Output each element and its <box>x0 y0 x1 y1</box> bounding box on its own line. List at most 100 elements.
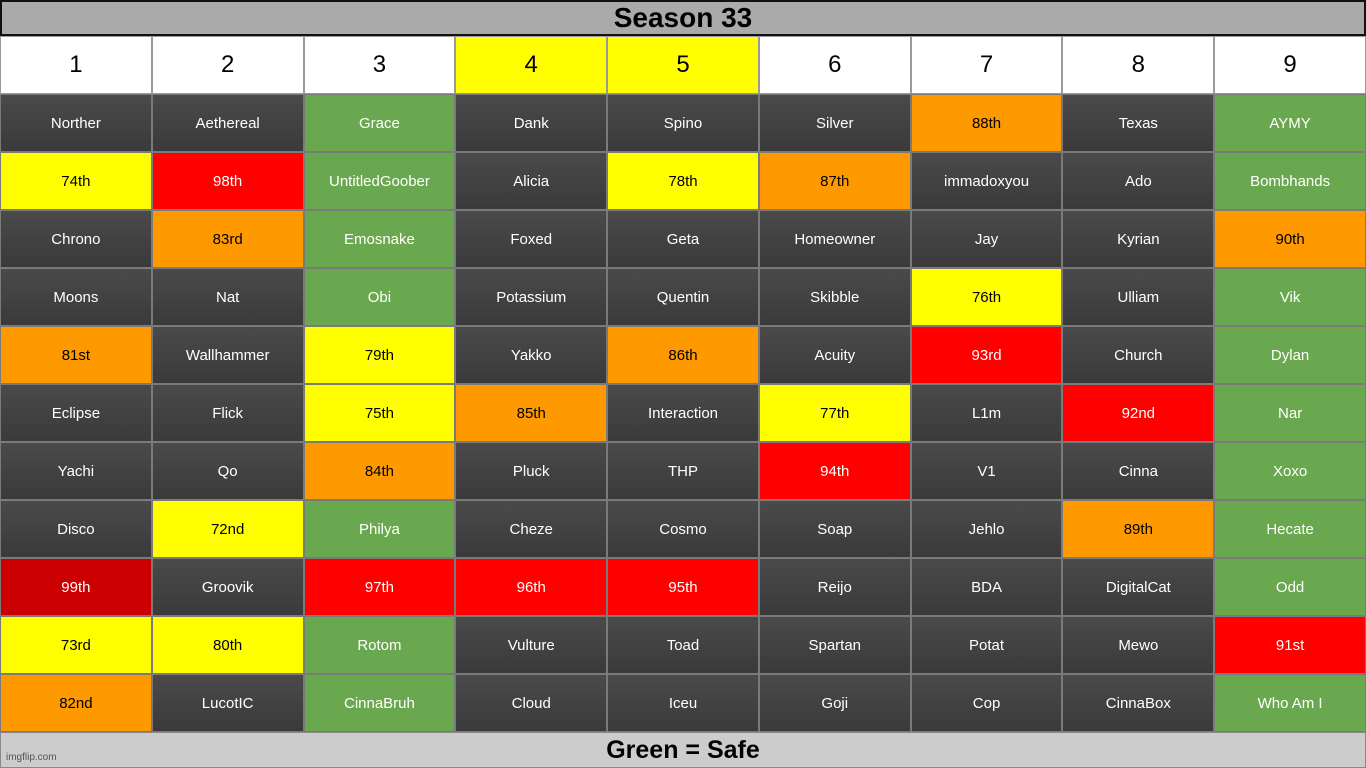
grid-cell: Skibble <box>758 268 911 326</box>
grid-cell: Silver <box>758 94 911 152</box>
grid-cell: LucotIC <box>151 674 304 732</box>
grid-cell: CinnaBox <box>1062 674 1215 732</box>
grid-cell: 83rd <box>151 210 304 268</box>
grid-cell: 79th <box>303 326 456 384</box>
grid-cell: V1 <box>910 442 1063 500</box>
grid-cell: 81st <box>0 326 152 384</box>
grid-cell: Eclipse <box>0 384 152 442</box>
grid-cell: Who Am I <box>1214 674 1366 732</box>
grid-cell: Ado <box>1062 152 1215 210</box>
grid-cell: Philya <box>303 500 456 558</box>
column-header-5: 5 <box>607 36 759 94</box>
grid-cell: Spino <box>607 94 759 152</box>
grid-cell: Hecate <box>1214 500 1366 558</box>
grid-cell: Reijo <box>758 558 911 616</box>
grid-cell: Ulliam <box>1062 268 1215 326</box>
grid-cell: Cop <box>910 674 1063 732</box>
grid-cell: Cheze <box>455 500 608 558</box>
grid-cell: Moons <box>0 268 152 326</box>
grid-cell: 73rd <box>0 616 152 674</box>
column-header-9: 9 <box>1214 36 1366 94</box>
grid-cell: 74th <box>0 152 152 210</box>
grid-cell: Interaction <box>607 384 759 442</box>
grid-cell: 94th <box>758 442 911 500</box>
grid-cell: Yachi <box>0 442 152 500</box>
grid-cell: 90th <box>1214 210 1366 268</box>
column-header-7: 7 <box>910 36 1063 94</box>
grid-cell: 92nd <box>1062 384 1215 442</box>
column-header-4: 4 <box>455 36 608 94</box>
grid-cell: Aethereal <box>151 94 304 152</box>
grid-cell: 77th <box>758 384 911 442</box>
grid-cell: Texas <box>1062 94 1215 152</box>
grid-cell: Toad <box>607 616 759 674</box>
grid-cell: Groovik <box>151 558 304 616</box>
grid-cell: Chrono <box>0 210 152 268</box>
legend-footer: Green = Safe <box>0 732 1366 768</box>
grid-cell: Disco <box>0 500 152 558</box>
grid-cell: Goji <box>758 674 911 732</box>
grid-cell: Cinna <box>1062 442 1215 500</box>
grid-cell: Kyrian <box>1062 210 1215 268</box>
grid-cell: Jay <box>910 210 1063 268</box>
grid-cell: immadoxyou <box>910 152 1063 210</box>
grid-cell: 80th <box>151 616 304 674</box>
grid-cell: Bombhands <box>1214 152 1366 210</box>
grid-cell: Potat <box>910 616 1063 674</box>
grid-cell: 78th <box>607 152 759 210</box>
column-header-8: 8 <box>1062 36 1215 94</box>
grid-cell: 96th <box>455 558 608 616</box>
grid-cell: 91st <box>1214 616 1366 674</box>
grid-cell: Nar <box>1214 384 1366 442</box>
grid-cell: AYMY <box>1214 94 1366 152</box>
grid-cell: Dank <box>455 94 608 152</box>
grid-cell: Wallhammer <box>151 326 304 384</box>
grid-cell: Obi <box>303 268 456 326</box>
column-header-3: 3 <box>303 36 456 94</box>
grid-cell: 95th <box>607 558 759 616</box>
grid-cell: Nat <box>151 268 304 326</box>
grid-cell: Iceu <box>607 674 759 732</box>
grid-cell: Church <box>1062 326 1215 384</box>
grid-cell: 72nd <box>151 500 304 558</box>
grid-cell: 99th <box>0 558 152 616</box>
grid-cell: Mewo <box>1062 616 1215 674</box>
grid-cell: Cloud <box>455 674 608 732</box>
grid-cell: Vulture <box>455 616 608 674</box>
grid-cell: Foxed <box>455 210 608 268</box>
grid-cell: 93rd <box>910 326 1063 384</box>
grid-cell: Quentin <box>607 268 759 326</box>
grid-cell: 84th <box>303 442 456 500</box>
grid-cell: 88th <box>910 94 1063 152</box>
grid-cell: 97th <box>303 558 456 616</box>
grid-cell: CinnaBruh <box>303 674 456 732</box>
grid-cell: Rotom <box>303 616 456 674</box>
grid-cell: Flick <box>151 384 304 442</box>
grid-cell: Spartan <box>758 616 911 674</box>
grid-cell: Xoxo <box>1214 442 1366 500</box>
grid-cell: Emosnake <box>303 210 456 268</box>
grid-cell: BDA <box>910 558 1063 616</box>
grid-cell: Alicia <box>455 152 608 210</box>
grid-cell: DigitalCat <box>1062 558 1215 616</box>
grid-cell: 76th <box>910 268 1063 326</box>
grid-cell: Odd <box>1214 558 1366 616</box>
grid-cell: Soap <box>758 500 911 558</box>
grid-cell: 85th <box>455 384 608 442</box>
grid-cell: Vik <box>1214 268 1366 326</box>
grid-cell: Yakko <box>455 326 608 384</box>
grid-cell: Homeowner <box>758 210 911 268</box>
grid-cell: Cosmo <box>607 500 759 558</box>
column-header-1: 1 <box>0 36 152 94</box>
grid-cell: Potassium <box>455 268 608 326</box>
grid-cell: Geta <box>607 210 759 268</box>
grid-cell: Pluck <box>455 442 608 500</box>
grid-cell: 82nd <box>0 674 152 732</box>
page-title: Season 33 <box>0 0 1366 36</box>
column-header-2: 2 <box>151 36 304 94</box>
grid-cell: Jehlo <box>910 500 1063 558</box>
grid-cell: 86th <box>607 326 759 384</box>
grid-cell: 89th <box>1062 500 1215 558</box>
grid-cell: L1m <box>910 384 1063 442</box>
grid-cell: 87th <box>758 152 911 210</box>
